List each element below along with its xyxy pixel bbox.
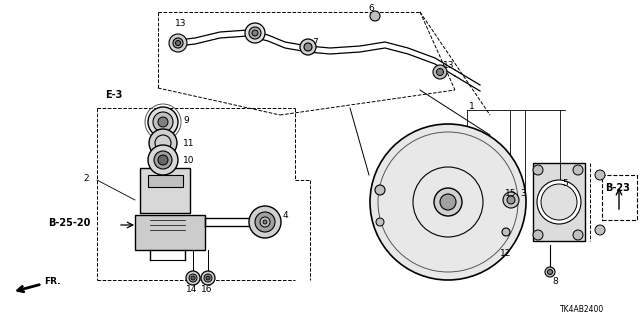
Circle shape — [537, 180, 581, 224]
Text: 1: 1 — [469, 101, 475, 110]
Circle shape — [204, 274, 212, 282]
Text: FR.: FR. — [44, 277, 61, 286]
Circle shape — [252, 30, 258, 36]
Circle shape — [175, 41, 180, 45]
Circle shape — [189, 274, 197, 282]
Circle shape — [158, 117, 168, 127]
Circle shape — [433, 65, 447, 79]
Circle shape — [169, 34, 187, 52]
Text: 10: 10 — [183, 156, 195, 164]
Text: 8: 8 — [552, 276, 557, 285]
Circle shape — [595, 170, 605, 180]
Circle shape — [245, 23, 265, 43]
Circle shape — [533, 230, 543, 240]
Circle shape — [201, 271, 215, 285]
Circle shape — [260, 217, 270, 227]
Circle shape — [249, 27, 261, 39]
Circle shape — [191, 276, 195, 280]
Circle shape — [300, 39, 316, 55]
Text: 14: 14 — [186, 285, 197, 294]
Circle shape — [149, 129, 177, 157]
Circle shape — [206, 276, 210, 280]
Text: 2: 2 — [83, 173, 88, 182]
Text: 9: 9 — [183, 116, 189, 124]
Circle shape — [507, 196, 515, 204]
Circle shape — [440, 194, 456, 210]
Text: 4: 4 — [283, 211, 289, 220]
Circle shape — [376, 218, 384, 226]
Circle shape — [186, 271, 200, 285]
Circle shape — [249, 206, 281, 238]
Circle shape — [541, 184, 577, 220]
Bar — [135, 215, 205, 250]
Text: 3: 3 — [520, 188, 525, 197]
Circle shape — [148, 107, 178, 137]
Circle shape — [502, 228, 510, 236]
Circle shape — [434, 188, 462, 216]
Bar — [533, 163, 585, 241]
Circle shape — [503, 192, 519, 208]
Circle shape — [153, 112, 173, 132]
Text: 12: 12 — [500, 249, 511, 258]
Circle shape — [573, 230, 583, 240]
Circle shape — [158, 155, 168, 165]
Text: B-23: B-23 — [605, 183, 630, 193]
Circle shape — [436, 68, 444, 76]
Text: 16: 16 — [201, 285, 212, 294]
Text: 6: 6 — [368, 4, 374, 12]
Text: 13: 13 — [443, 60, 454, 69]
Text: E-3: E-3 — [105, 90, 122, 100]
Circle shape — [375, 185, 385, 195]
Bar — [140, 168, 190, 213]
Bar — [148, 175, 183, 187]
Text: 5: 5 — [562, 179, 568, 188]
Text: B-25-20: B-25-20 — [48, 218, 90, 228]
Circle shape — [533, 165, 543, 175]
Text: 13: 13 — [175, 19, 186, 28]
Circle shape — [263, 220, 267, 224]
Circle shape — [370, 124, 526, 280]
Bar — [602, 175, 637, 220]
Circle shape — [573, 165, 583, 175]
Circle shape — [148, 145, 178, 175]
Circle shape — [173, 38, 183, 48]
Text: 15: 15 — [505, 188, 516, 197]
Text: 11: 11 — [183, 139, 195, 148]
Circle shape — [154, 151, 172, 169]
Bar — [500, 190, 522, 210]
Circle shape — [595, 225, 605, 235]
Circle shape — [545, 267, 555, 277]
Text: 7: 7 — [312, 37, 317, 46]
Circle shape — [547, 269, 552, 275]
Text: TK4AB2400: TK4AB2400 — [560, 306, 604, 315]
Circle shape — [370, 11, 380, 21]
Circle shape — [304, 43, 312, 51]
Circle shape — [255, 212, 275, 232]
